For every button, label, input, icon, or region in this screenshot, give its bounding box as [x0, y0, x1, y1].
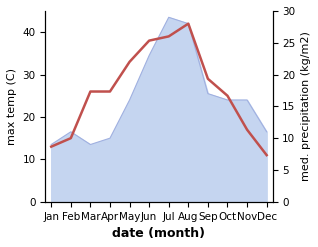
- Y-axis label: med. precipitation (kg/m2): med. precipitation (kg/m2): [301, 31, 311, 181]
- X-axis label: date (month): date (month): [113, 227, 205, 240]
- Y-axis label: max temp (C): max temp (C): [7, 68, 17, 145]
